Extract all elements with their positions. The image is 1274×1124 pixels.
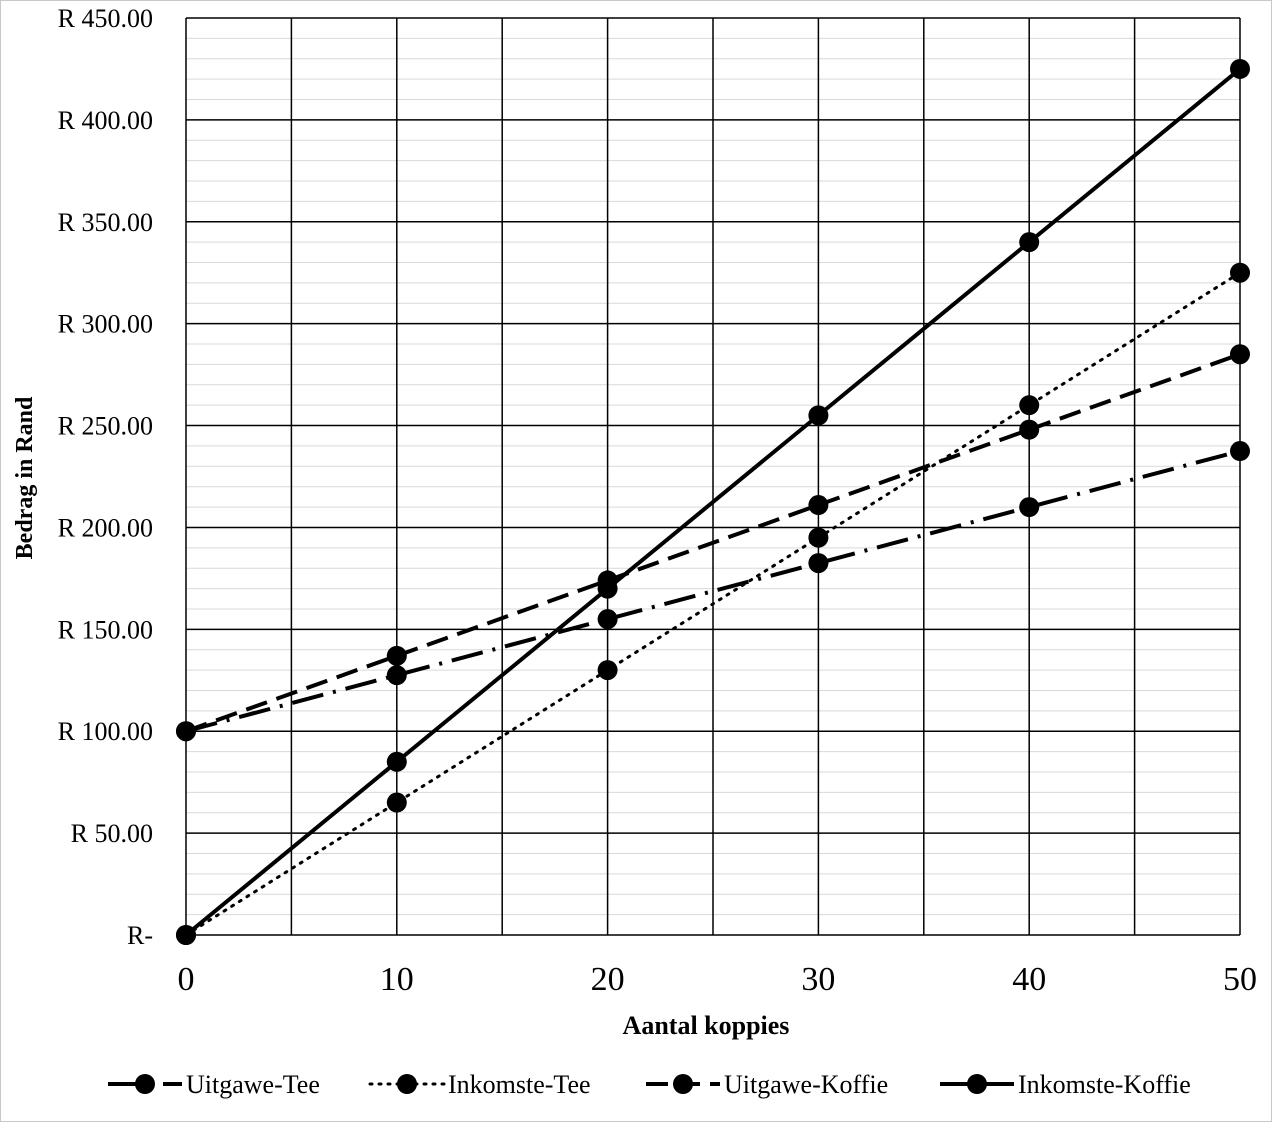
legend-label-uitgawe-tee: Uitgawe-Tee — [186, 1070, 320, 1099]
data-point-uitgawe-tee — [597, 609, 618, 630]
data-point-uitgawe-koffie — [808, 495, 829, 516]
y-tick-label: R 250.00 — [58, 412, 153, 441]
data-point-uitgawe-koffie — [386, 645, 407, 666]
data-point-inkomste-koffie — [176, 925, 196, 945]
x-tick-label: 0 — [178, 961, 195, 998]
data-point-inkomste-tee — [386, 792, 407, 813]
legend-marker-uitgawe-tee — [135, 1074, 155, 1094]
x-tick-label: 40 — [1012, 961, 1046, 998]
data-point-uitgawe-tee — [1230, 441, 1250, 462]
legend-marker-uitgawe-koffie — [673, 1074, 693, 1094]
y-tick-label: R 300.00 — [58, 310, 153, 339]
y-tick-label: R 150.00 — [58, 615, 153, 644]
legend-label-uitgawe-koffie: Uitgawe-Koffie — [724, 1070, 888, 1099]
data-point-uitgawe-koffie — [1230, 344, 1250, 365]
y-tick-label: R 450.00 — [58, 4, 153, 33]
data-point-uitgawe-koffie — [176, 721, 196, 742]
data-point-uitgawe-tee — [386, 665, 407, 686]
x-axis-tick-labels: 0 10 20 30 40 50 — [178, 961, 1258, 998]
data-point-uitgawe-tee — [1019, 497, 1040, 518]
y-axis-label: Bedrag in Rand — [12, 396, 38, 559]
y-tick-label: R 100.00 — [58, 717, 153, 746]
data-point-inkomste-koffie — [808, 405, 829, 426]
series-line-uitgawe-koffie — [185, 352, 1241, 734]
y-tick-label: R- — [127, 921, 153, 950]
series-line-inkomste-tee — [184, 271, 1242, 937]
x-tick-label: 10 — [380, 961, 414, 998]
y-tick-label: R 200.00 — [58, 513, 153, 542]
data-point-uitgawe-tee — [808, 553, 829, 574]
series-lines — [184, 67, 1242, 937]
data-point-inkomste-koffie — [386, 751, 407, 772]
legend-label-inkomste-koffie: Inkomste-Koffie — [1018, 1070, 1191, 1099]
y-tick-label: R 50.00 — [71, 819, 153, 848]
x-tick-label: 20 — [591, 961, 625, 998]
x-axis-label: Aantal koppies — [623, 1011, 790, 1040]
series-line-uitgawe-tee — [185, 449, 1241, 734]
major-gridlines — [185, 17, 1241, 936]
legend-marker-inkomste-koffie — [967, 1074, 987, 1094]
data-point-uitgawe-koffie — [1019, 419, 1040, 440]
x-tick-label: 50 — [1223, 961, 1257, 998]
data-point-inkomste-tee — [808, 527, 829, 548]
data-point-inkomste-tee — [1230, 262, 1250, 283]
series-line-inkomste-koffie — [184, 67, 1242, 937]
data-point-inkomste-koffie — [1019, 232, 1040, 253]
legend-marker-inkomste-tee — [397, 1074, 417, 1094]
data-point-inkomste-koffie — [597, 578, 618, 599]
y-axis-tick-labels: R- R 50.00 R 100.00 R 150.00 R 200.00 R 250.0… — [58, 4, 153, 950]
legend: Uitgawe-Tee Inkomste-Tee Uitgawe-Koffie Ink… — [108, 1070, 1191, 1099]
legend-label-inkomste-tee: Inkomste-Tee — [448, 1070, 591, 1099]
data-point-inkomste-tee — [1019, 395, 1040, 416]
data-point-inkomste-tee — [597, 660, 618, 681]
data-point-inkomste-koffie — [1230, 58, 1250, 79]
series-markers — [176, 58, 1250, 945]
x-tick-label: 30 — [801, 961, 835, 998]
y-tick-label: R 350.00 — [58, 208, 153, 237]
y-tick-label: R 400.00 — [58, 106, 153, 135]
